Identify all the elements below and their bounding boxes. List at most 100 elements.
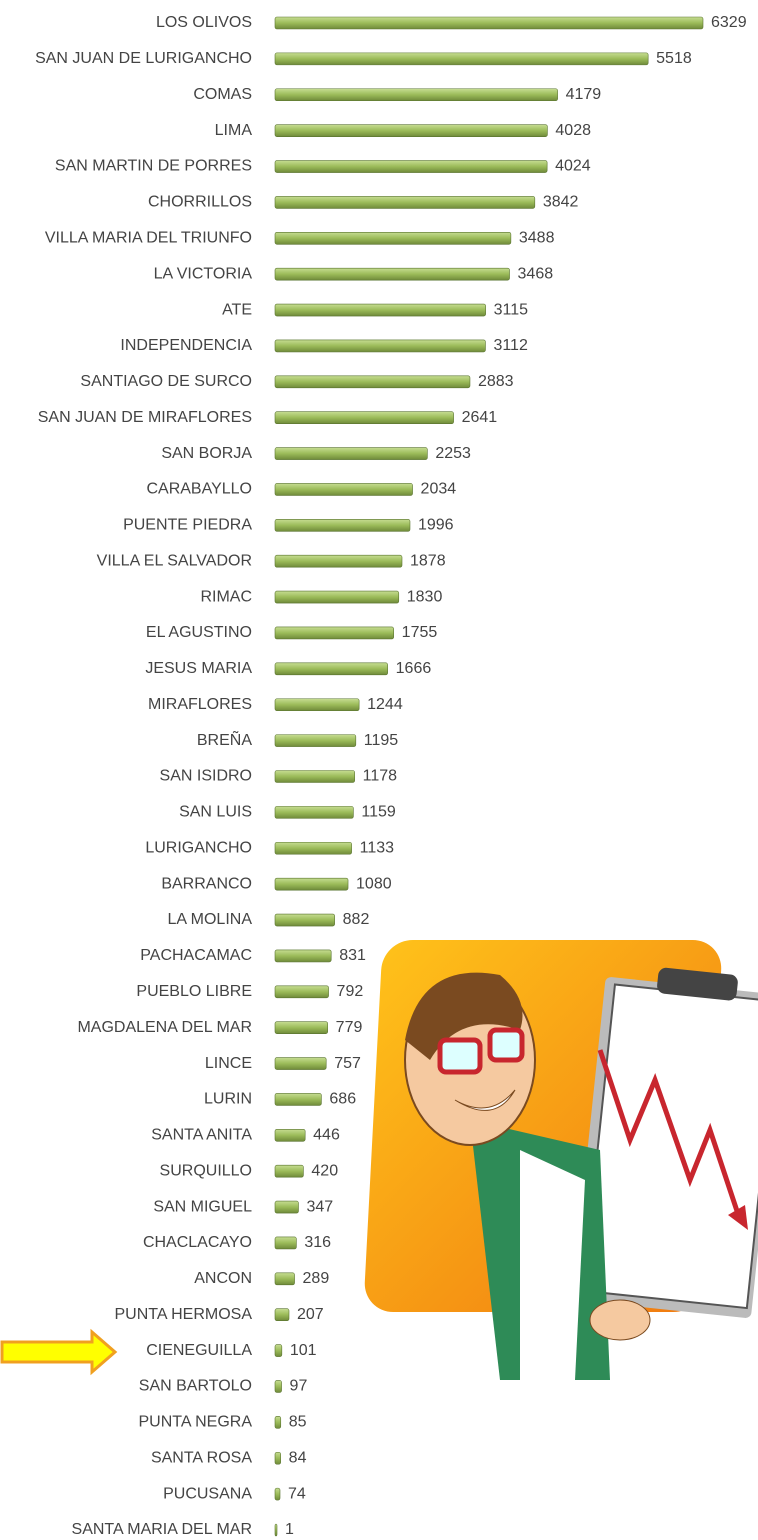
category-label: MAGDALENA DEL MAR	[77, 1019, 252, 1036]
value-label: 2034	[421, 481, 457, 498]
bar	[274, 375, 471, 389]
category-label: SANTIAGO DE SURCO	[80, 373, 252, 390]
category-label: SAN BORJA	[161, 445, 252, 462]
value-label: 4024	[555, 158, 591, 175]
bar	[274, 1523, 278, 1537]
bar	[274, 1129, 306, 1142]
value-label: 792	[337, 983, 364, 1000]
value-label: 420	[311, 1162, 338, 1179]
value-label: 1080	[356, 875, 392, 892]
bar	[274, 1236, 297, 1250]
bar	[274, 1057, 327, 1070]
value-label: 2253	[435, 445, 471, 462]
category-label: PUENTE PIEDRA	[123, 517, 252, 534]
bar	[274, 698, 360, 712]
bar	[274, 1416, 282, 1429]
bar	[274, 841, 352, 855]
category-label: PUEBLO LIBRE	[136, 983, 252, 1000]
bar	[274, 1487, 281, 1501]
bar	[274, 1380, 282, 1393]
value-label: 3842	[543, 194, 579, 211]
value-label: 5518	[656, 50, 692, 67]
category-label: ATE	[222, 301, 252, 318]
category-label: LA MOLINA	[168, 911, 253, 928]
bar	[274, 1344, 283, 1357]
value-label: 1178	[363, 768, 398, 785]
bar	[274, 949, 332, 963]
value-label: 1755	[402, 624, 438, 641]
category-label: SAN LUIS	[179, 804, 252, 821]
bar	[274, 913, 335, 927]
category-label: RIMAC	[200, 588, 252, 605]
bar	[274, 231, 512, 245]
bar	[274, 1451, 281, 1465]
bar	[274, 88, 558, 102]
value-label: 4179	[566, 86, 602, 103]
category-label: JESUS MARIA	[145, 660, 252, 677]
category-label: SANTA ROSA	[151, 1449, 252, 1466]
bar	[274, 196, 536, 209]
category-label: PUNTA HERMOSA	[115, 1306, 253, 1323]
bar	[274, 662, 388, 676]
bar	[274, 411, 454, 424]
value-label: 1244	[367, 696, 403, 713]
value-label: 3468	[518, 265, 554, 282]
bar	[274, 806, 354, 819]
value-label: 84	[289, 1449, 307, 1466]
category-label: LIMA	[215, 122, 253, 139]
value-label: 3488	[519, 230, 555, 247]
bar	[274, 626, 394, 640]
bar	[274, 1272, 295, 1286]
category-label: SANTA ANITA	[151, 1127, 252, 1144]
value-label: 2883	[478, 373, 514, 390]
value-label: 85	[289, 1414, 307, 1431]
bar	[274, 483, 413, 496]
bar	[274, 124, 548, 137]
category-label: LINCE	[205, 1055, 252, 1072]
bar	[274, 303, 486, 317]
value-label: 316	[304, 1234, 331, 1251]
value-label: 882	[343, 911, 370, 928]
bar	[274, 1200, 299, 1214]
category-label: PUCUSANA	[163, 1485, 252, 1502]
category-label: CHORRILLOS	[148, 194, 252, 211]
bar	[274, 554, 403, 568]
value-label: 2641	[462, 409, 498, 426]
bar	[274, 734, 357, 747]
bar	[274, 519, 411, 532]
bar	[274, 985, 329, 999]
category-label: SAN JUAN DE LURIGANCHO	[35, 50, 252, 67]
bar	[274, 52, 649, 66]
value-label: 1830	[407, 588, 443, 605]
bar	[274, 339, 486, 353]
value-label: 1133	[360, 839, 395, 856]
value-label: 446	[313, 1127, 340, 1144]
value-label: 1996	[418, 517, 454, 534]
value-label: 831	[339, 947, 366, 964]
category-label: PACHACAMAC	[140, 947, 252, 964]
value-label: 207	[297, 1306, 324, 1323]
category-label: LURIN	[204, 1091, 252, 1108]
category-label: VILLA EL SALVADOR	[97, 552, 252, 569]
bar	[274, 1093, 322, 1106]
value-label: 97	[290, 1378, 308, 1395]
category-label: COMAS	[193, 86, 252, 103]
bar	[274, 590, 400, 604]
category-label: LURIGANCHO	[145, 839, 252, 856]
category-label: ANCON	[194, 1270, 252, 1287]
category-label: SURQUILLO	[160, 1162, 252, 1179]
category-label: EL AGUSTINO	[146, 624, 252, 641]
value-label: 3112	[493, 337, 528, 354]
category-label: CIENEGUILLA	[146, 1342, 252, 1359]
value-label: 1878	[410, 552, 446, 569]
category-label: CHACLACAYO	[143, 1234, 252, 1251]
category-label: LOS OLIVOS	[156, 14, 252, 31]
category-label: LA VICTORIA	[154, 265, 253, 282]
category-label: BARRANCO	[161, 875, 252, 892]
bar	[274, 16, 704, 30]
value-label: 686	[329, 1091, 356, 1108]
value-label: 74	[288, 1485, 306, 1502]
pointer-arrow	[0, 1328, 118, 1376]
bar	[274, 770, 355, 783]
